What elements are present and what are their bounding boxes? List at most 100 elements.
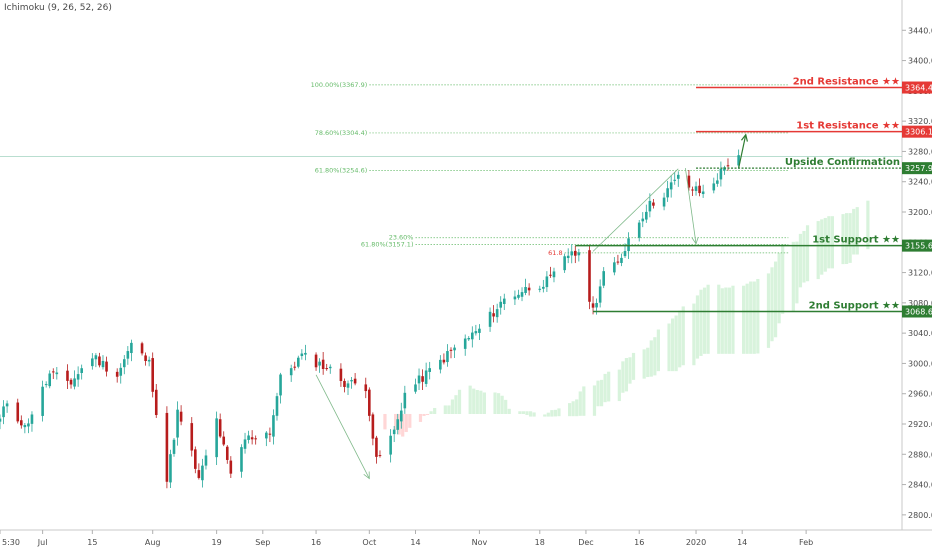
candle-body [591, 303, 595, 308]
candle [304, 344, 307, 361]
fib-level-label: 100.00%(3367.9) [311, 81, 368, 89]
candle-body [442, 359, 446, 363]
time-axis: 5:30 Jul 15 Aug 19 Sep 16 Oct 14 Nov 18 Dec 16 2020 14… [0, 530, 813, 547]
candle [73, 370, 76, 390]
candle [222, 431, 226, 447]
candle [23, 423, 27, 434]
arrowhead [691, 237, 699, 245]
candle-body [676, 174, 680, 179]
candle-body [648, 200, 652, 212]
candle-body [495, 309, 499, 318]
candle [275, 392, 279, 421]
time-tick-label: Sep [255, 538, 270, 547]
candle [527, 283, 531, 296]
candle [140, 341, 144, 356]
candle [375, 435, 378, 464]
candle-body [293, 366, 297, 368]
candle [268, 427, 272, 443]
cloud-segment [681, 306, 685, 366]
candle-body [549, 274, 552, 276]
candle [396, 413, 400, 435]
candle [254, 435, 257, 445]
candle-body [66, 370, 69, 381]
candle-body [421, 376, 424, 382]
candle [98, 352, 101, 368]
candle [488, 307, 492, 332]
cloud-segment [457, 389, 462, 414]
cloud-segment [773, 261, 778, 338]
candle [190, 417, 194, 457]
price-tick-label: 2800.0 [908, 511, 932, 520]
cloud-segment [429, 411, 433, 414]
candle [194, 446, 197, 474]
candle [424, 362, 428, 387]
candle [698, 178, 701, 197]
candle-body [254, 438, 257, 440]
candle-body [662, 197, 666, 207]
candle [602, 267, 606, 289]
cloud-segment [749, 281, 753, 354]
candle [524, 278, 527, 296]
cloud-segment [820, 219, 824, 275]
candle-body [399, 410, 403, 422]
candle [716, 173, 719, 187]
cloud-segment [830, 216, 834, 269]
fib-level-label: 61.80%(3254.6) [315, 167, 368, 175]
level-label: 1st Support ★★ [812, 235, 900, 246]
time-tick-label: 16 [311, 538, 321, 547]
price-tag-label: 3155.6 [905, 242, 932, 251]
cloud-segment [678, 310, 682, 368]
candle-body [588, 250, 591, 302]
candle [179, 405, 183, 426]
candle [328, 364, 332, 374]
candle-body [243, 439, 247, 449]
ichimoku-cloud [383, 200, 870, 437]
candle [30, 411, 34, 432]
candle-body [499, 301, 503, 308]
cloud-segment [667, 323, 671, 372]
pattern-line [592, 168, 679, 252]
candle [694, 181, 698, 196]
time-tick-label: 16 [634, 538, 644, 547]
indicator-label: Ichimoku (9, 26, 52, 26) [4, 3, 112, 13]
arrow-shaft [684, 168, 697, 244]
candle-body [566, 255, 570, 259]
candle-body [126, 351, 130, 359]
candle [673, 172, 677, 185]
candle-body [449, 349, 453, 351]
candle [151, 352, 155, 398]
time-tick-label: 14 [737, 538, 747, 547]
candle [247, 430, 250, 444]
candle-body [73, 378, 76, 387]
candle [676, 171, 680, 187]
candle-body [602, 271, 606, 286]
candle [478, 324, 481, 340]
candle-body [666, 188, 669, 198]
candle [101, 355, 105, 370]
candle [0, 414, 2, 430]
candle [474, 324, 478, 336]
cloud-segment [731, 285, 735, 354]
candle-body [23, 425, 27, 428]
candle-body [645, 211, 648, 220]
cloud-segment [653, 337, 657, 376]
candle [449, 347, 453, 359]
cloud-segment [493, 392, 497, 414]
cloud-segment [706, 284, 710, 354]
level-label: 2nd Support ★★ [809, 300, 900, 311]
cloud-segment [642, 349, 646, 379]
cloud-segment [841, 214, 845, 265]
cloud-segment [866, 200, 870, 250]
candle [492, 305, 495, 323]
candle [549, 266, 552, 278]
candle-body [197, 470, 201, 478]
cloud-segment [443, 405, 447, 414]
candles [0, 149, 740, 489]
cloud-segment [479, 390, 483, 414]
cloud-segment [557, 408, 561, 417]
candle [346, 380, 350, 395]
candle [368, 387, 371, 422]
candle-body [176, 409, 179, 438]
candle [122, 355, 126, 375]
